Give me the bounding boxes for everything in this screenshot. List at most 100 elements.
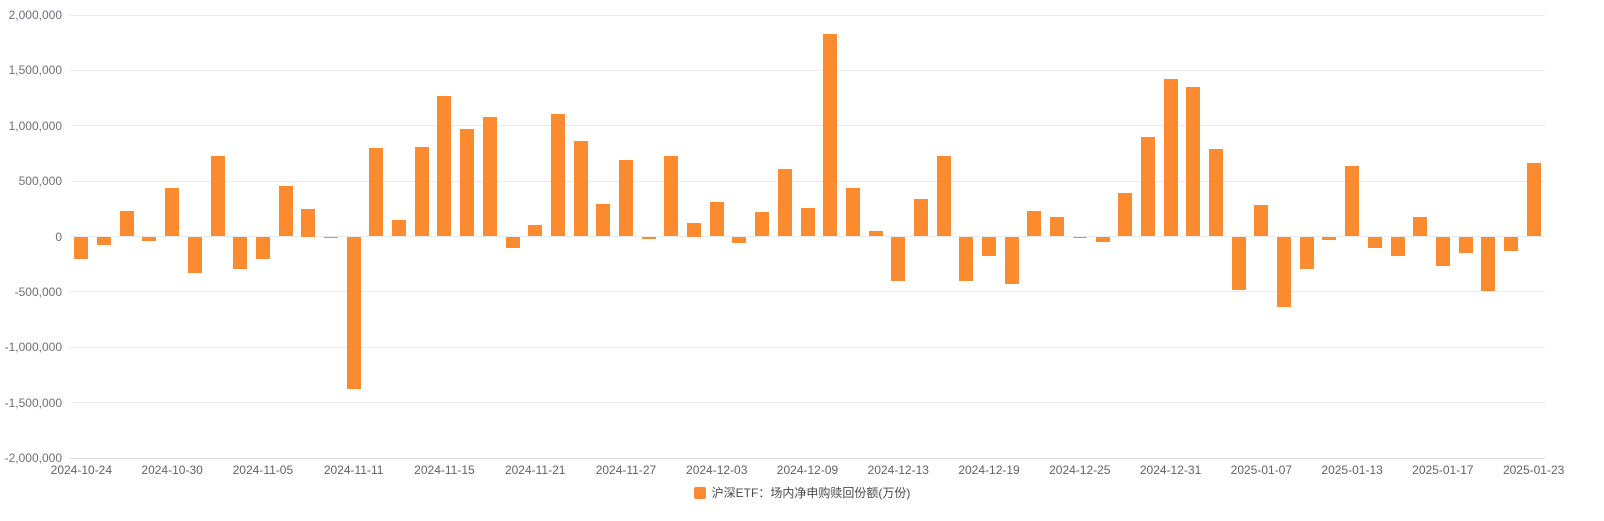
bar-2025-01-16[interactable] xyxy=(1413,216,1428,237)
y-axis-tick-label: 500,000 xyxy=(18,174,62,189)
bar-2024-11-13[interactable] xyxy=(392,219,407,237)
bar-2024-11-21[interactable] xyxy=(528,224,543,237)
bar-2024-12-26[interactable] xyxy=(1095,236,1110,243)
bar-2025-01-03[interactable] xyxy=(1208,149,1223,237)
bar-2024-11-19[interactable] xyxy=(482,116,497,237)
x-axis-tick-label: 2024-10-30 xyxy=(141,463,203,477)
bar-2025-01-15[interactable] xyxy=(1390,236,1405,257)
bar-2024-12-24[interactable] xyxy=(1050,216,1065,237)
y-axis-tick-label: 1,000,000 xyxy=(8,118,62,133)
bar-2024-12-25[interactable] xyxy=(1072,236,1087,238)
x-axis-tick-label: 2024-11-11 xyxy=(323,463,384,477)
bar-2025-01-09[interactable] xyxy=(1299,236,1314,269)
bar-2024-12-04[interactable] xyxy=(732,236,747,243)
bar-2024-12-13[interactable] xyxy=(891,236,906,281)
gridline xyxy=(70,14,1545,16)
bar-2024-12-17[interactable] xyxy=(936,155,951,237)
bar-2024-11-14[interactable] xyxy=(414,146,429,237)
bar-2025-01-02[interactable] xyxy=(1186,86,1201,237)
bar-2024-12-31[interactable] xyxy=(1163,79,1178,237)
bar-2024-11-05[interactable] xyxy=(255,236,270,259)
bar-2024-12-19[interactable] xyxy=(982,236,997,257)
y-axis-tick-label: 0 xyxy=(55,229,62,244)
bar-2024-11-01[interactable] xyxy=(210,155,225,237)
bar-2024-11-26[interactable] xyxy=(596,204,611,237)
x-axis-tick-label: 2024-11-05 xyxy=(232,463,294,477)
bar-2025-01-22[interactable] xyxy=(1503,236,1518,251)
bar-2024-10-29[interactable] xyxy=(142,236,157,241)
bar-2025-01-10[interactable] xyxy=(1322,236,1337,240)
gridline xyxy=(70,125,1545,127)
gridline xyxy=(70,402,1545,404)
bar-2024-10-24[interactable] xyxy=(74,236,89,259)
bar-2024-12-09[interactable] xyxy=(800,207,815,237)
bar-2024-11-27[interactable] xyxy=(618,160,633,237)
bar-2024-12-27[interactable] xyxy=(1118,193,1133,237)
legend-label: 沪深ETF：场内净申购赎回份额(万份) xyxy=(711,486,911,500)
x-axis-tick-label: 2024-11-15 xyxy=(414,463,475,477)
gridline xyxy=(70,180,1545,182)
gridline xyxy=(70,346,1545,348)
bar-2025-01-07[interactable] xyxy=(1254,205,1269,237)
y-axis-labels: 2,000,000 1,500,000 1,000,000 500,000 0 -500,… xyxy=(0,8,62,465)
bar-2024-12-05[interactable] xyxy=(755,212,770,237)
bar-2024-11-12[interactable] xyxy=(369,147,384,237)
legend[interactable]: 沪深ETF：场内净申购赎回份额(万份) xyxy=(0,484,1604,501)
bar-2024-12-03[interactable] xyxy=(709,202,724,237)
y-axis-tick-label: -1,500,000 xyxy=(4,395,62,410)
bar-2024-11-28[interactable] xyxy=(641,236,656,239)
y-axis-tick-label: -2,000,000 xyxy=(4,451,62,465)
bar-2024-12-16[interactable] xyxy=(913,198,928,237)
plot-area: 2024-10-24 2024-10-30 2024-11-05 2024-11-11… xyxy=(51,14,1564,477)
bar-2024-11-07[interactable] xyxy=(301,208,316,237)
bar-2024-11-15[interactable] xyxy=(437,95,452,237)
bar-2024-12-11[interactable] xyxy=(845,187,860,237)
y-axis-tick-label: -500,000 xyxy=(14,284,62,299)
bar-2024-11-08[interactable] xyxy=(323,236,338,239)
bar-2024-11-29[interactable] xyxy=(664,155,679,237)
bar-2025-01-17[interactable] xyxy=(1435,236,1450,267)
bar-2024-11-20[interactable] xyxy=(505,236,520,248)
x-axis-tick-label: 2024-12-13 xyxy=(867,463,929,477)
bar-2024-10-28[interactable] xyxy=(119,211,134,237)
x-axis-tick-label: 2024-11-27 xyxy=(595,463,657,477)
bar-2024-12-23[interactable] xyxy=(1027,211,1042,237)
bar-2025-01-13[interactable] xyxy=(1345,165,1360,237)
bar-2025-01-06[interactable] xyxy=(1231,236,1246,290)
bar-2024-11-11[interactable] xyxy=(346,236,361,390)
bar-2024-12-06[interactable] xyxy=(777,168,792,237)
bar-2024-10-25[interactable] xyxy=(97,236,112,246)
x-axis-tick-label: 2024-12-09 xyxy=(776,463,839,477)
y-axis-tick-label: 2,000,000 xyxy=(8,8,62,22)
gridline xyxy=(70,69,1545,71)
bar-2025-01-14[interactable] xyxy=(1367,236,1382,248)
y-axis-tick-label: -1,000,000 xyxy=(4,340,62,355)
x-axis-tick-label: 2025-01-13 xyxy=(1321,463,1383,477)
bar-2025-01-21[interactable] xyxy=(1481,236,1496,291)
bar-2025-01-23[interactable] xyxy=(1526,163,1541,237)
gridline xyxy=(70,291,1545,293)
bar-2024-12-20[interactable] xyxy=(1004,236,1019,285)
bar-2024-12-10[interactable] xyxy=(823,33,838,237)
bar-2024-11-06[interactable] xyxy=(278,185,293,237)
gridline xyxy=(70,457,1545,459)
x-axis-tick-label: 2024-11-21 xyxy=(504,463,566,477)
bar-2024-12-12[interactable] xyxy=(868,230,883,237)
bar-2024-10-31[interactable] xyxy=(187,236,202,274)
bar-2024-10-30[interactable] xyxy=(165,187,180,237)
x-axis-tick-label: 2024-12-19 xyxy=(958,463,1020,477)
bar-2024-11-04[interactable] xyxy=(233,236,248,269)
bar-2024-12-02[interactable] xyxy=(687,222,702,237)
gridline xyxy=(70,236,1545,237)
bar-2024-12-18[interactable] xyxy=(959,236,974,281)
bar-2025-01-08[interactable] xyxy=(1277,236,1292,308)
bar-2024-11-25[interactable] xyxy=(573,140,588,237)
y-axis-tick-label: 1,500,000 xyxy=(8,63,62,78)
x-axis-tick-label: 2025-01-07 xyxy=(1230,463,1293,477)
x-axis-tick-label: 2024-10-24 xyxy=(50,463,113,477)
bar-2024-12-30[interactable] xyxy=(1140,136,1155,237)
bar-2024-11-22[interactable] xyxy=(550,113,565,237)
bar-2024-11-18[interactable] xyxy=(460,128,475,237)
bar-2025-01-20[interactable] xyxy=(1458,236,1473,254)
